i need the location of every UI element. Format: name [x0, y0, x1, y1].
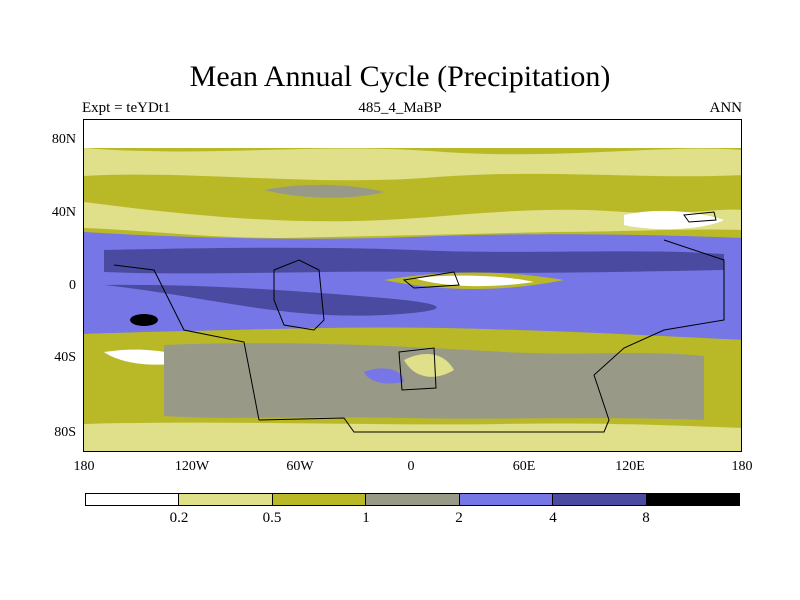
gray-patch-north [264, 184, 384, 198]
x-label-0: 0 [407, 459, 415, 474]
africa-light-patch [404, 354, 454, 377]
period-label: 485_4_MaBP [358, 100, 442, 116]
colorbar-swatch [366, 494, 460, 505]
y-label-40n: 40N [51, 205, 76, 220]
season-label: ANN [709, 100, 743, 116]
continent-outline-east [258, 239, 725, 433]
continent-outline-west [113, 264, 260, 421]
antarctic-light [84, 422, 741, 451]
colorbar [85, 493, 740, 506]
blue-patch-south [364, 368, 404, 384]
equatorial-white [414, 275, 534, 287]
north-midlat-light [84, 202, 741, 238]
colorbar-swatch [272, 494, 367, 505]
colorbar-swatch [179, 494, 273, 505]
experiment-label: Expt = teYDt1 [82, 100, 171, 116]
colorbar-swatch [646, 494, 739, 505]
x-label-120w: 120W [174, 459, 210, 474]
white-patch-asia [624, 210, 724, 230]
precipitation-map [83, 119, 742, 452]
x-label-60e: 60E [512, 459, 536, 474]
continent-outline-northeast [683, 211, 717, 223]
figure-title: Mean Annual Cycle (Precipitation) [189, 60, 611, 93]
x-label-120e: 120E [615, 459, 645, 474]
colorbar-label: 2 [455, 510, 463, 526]
arctic-band [84, 120, 741, 148]
x-label-180-right: 180 [731, 459, 753, 474]
y-label-80n: 80N [51, 132, 76, 147]
colorbar-swatch [459, 494, 554, 505]
continent-outline-equator [402, 271, 460, 289]
colorbar-swatch [553, 494, 647, 505]
colorbar-swatch [86, 494, 180, 505]
x-label-60w: 60W [286, 459, 314, 474]
colorbar-label: 4 [549, 510, 557, 526]
north-light-band [84, 148, 741, 181]
y-label-40s: 40S [54, 350, 76, 365]
colorbar-label: 0.5 [262, 510, 282, 526]
x-label-180-left: 180 [73, 459, 95, 474]
map-svg [84, 120, 741, 451]
continent-outline-south [398, 347, 437, 391]
south-pacific-dark [104, 284, 437, 316]
colorbar-label: 8 [642, 510, 650, 526]
max-precip-spot [130, 314, 158, 326]
south-gray-band [164, 343, 704, 420]
y-label-0: 0 [69, 278, 76, 293]
colorbar-label: 1 [362, 510, 370, 526]
itcz-dark-band [104, 247, 724, 274]
y-label-80s: 80S [54, 425, 76, 440]
south-america-outline [273, 259, 325, 331]
colorbar-label: 0.2 [169, 510, 189, 526]
